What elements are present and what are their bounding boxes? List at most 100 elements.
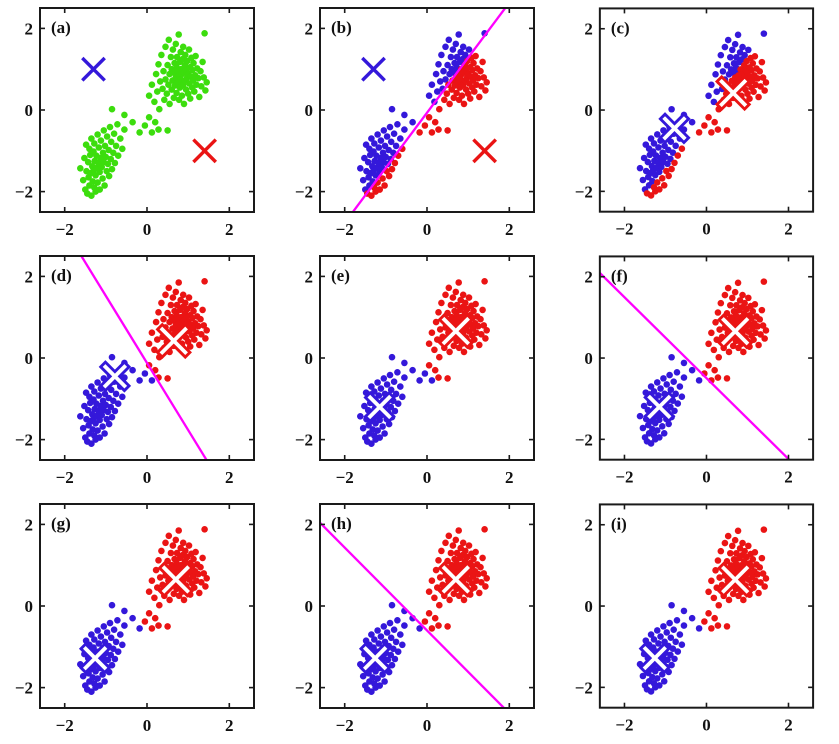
- data-point: [431, 614, 439, 622]
- data-point: [198, 83, 205, 90]
- data-point: [145, 92, 153, 99]
- data-point: [374, 627, 381, 634]
- data-point: [172, 536, 180, 544]
- x-tick-label: −2: [56, 220, 74, 239]
- data-point: [729, 342, 737, 350]
- data-point: [759, 322, 767, 329]
- data-point: [728, 46, 736, 54]
- data-point: [712, 70, 719, 78]
- data-point: [443, 90, 451, 97]
- data-point: [729, 590, 737, 598]
- data-point: [731, 40, 739, 48]
- data-point: [390, 378, 398, 385]
- data-point: [478, 83, 485, 90]
- data-point: [431, 594, 438, 602]
- data-point: [162, 43, 169, 51]
- axis-box: [39, 255, 255, 461]
- y-tick-label: −2: [295, 679, 313, 698]
- data-point: [401, 622, 408, 629]
- data-point: [460, 100, 468, 108]
- data-point: [431, 366, 439, 374]
- data-point: [710, 346, 718, 354]
- data-point: [663, 381, 671, 388]
- data-point: [477, 315, 484, 323]
- data-point: [447, 549, 455, 557]
- data-point: [450, 590, 458, 598]
- data-point: [79, 672, 87, 680]
- data-point: [653, 179, 661, 186]
- cluster-mean-marker-red: [717, 561, 754, 598]
- data-point: [114, 400, 122, 407]
- data-point: [160, 67, 167, 75]
- data-point: [438, 547, 445, 555]
- data-point: [755, 341, 762, 349]
- data-point: [103, 629, 111, 636]
- data-point: [708, 577, 715, 585]
- data-point: [401, 111, 408, 119]
- scatter-points: [357, 278, 490, 447]
- data-point: [673, 369, 681, 376]
- data-point: [155, 309, 162, 316]
- x-tick-label: 0: [143, 716, 152, 735]
- data-point: [111, 655, 119, 663]
- data-point: [444, 61, 451, 69]
- data-point: [662, 153, 669, 161]
- data-point: [190, 307, 197, 315]
- data-point: [129, 366, 136, 374]
- data-point: [460, 348, 468, 356]
- data-point: [431, 118, 439, 126]
- data-point: [375, 144, 383, 151]
- data-point: [733, 53, 740, 61]
- data-point: [96, 682, 103, 689]
- data-point: [170, 590, 178, 598]
- data-point: [196, 589, 203, 597]
- data-point: [387, 138, 395, 146]
- data-point: [169, 542, 177, 549]
- data-point: [381, 678, 388, 685]
- data-point: [676, 631, 684, 638]
- scatter-points: [77, 30, 210, 199]
- data-point: [459, 291, 467, 299]
- data-point: [741, 547, 748, 555]
- data-point: [88, 383, 95, 390]
- data-point: [156, 78, 164, 85]
- data-point: [173, 549, 181, 557]
- data-point: [371, 140, 378, 147]
- data-point: [199, 58, 206, 66]
- data-point: [724, 532, 732, 540]
- data-point: [660, 677, 668, 685]
- y-tick-label: 0: [25, 597, 34, 616]
- cluster-mean-marker-blue: [358, 642, 392, 675]
- data-point: [671, 159, 678, 167]
- data-point: [761, 335, 768, 342]
- data-point: [203, 79, 210, 86]
- data-point: [462, 299, 469, 307]
- data-point: [653, 427, 661, 434]
- data-point: [653, 379, 661, 386]
- y-tick-label: 2: [25, 515, 34, 534]
- data-point: [756, 316, 764, 323]
- data-point: [471, 584, 478, 591]
- data-point: [757, 579, 764, 586]
- y-tick-label: −2: [575, 430, 593, 449]
- data-point: [145, 114, 153, 121]
- data-point: [180, 596, 188, 604]
- data-point: [760, 278, 768, 285]
- cluster-mean-marker-red: [437, 312, 475, 350]
- data-point: [668, 601, 675, 609]
- data-point: [728, 542, 736, 550]
- data-point: [77, 165, 84, 172]
- data-point: [136, 625, 143, 632]
- data-point: [665, 420, 672, 428]
- data-point: [173, 89, 180, 97]
- data-point: [471, 88, 478, 95]
- data-point: [425, 610, 433, 617]
- data-point: [102, 401, 110, 409]
- data-point: [445, 36, 453, 44]
- data-point: [151, 118, 159, 126]
- data-point: [397, 631, 404, 638]
- data-point: [453, 549, 461, 557]
- data-point: [357, 413, 364, 420]
- data-point: [375, 392, 383, 399]
- data-point: [428, 577, 436, 584]
